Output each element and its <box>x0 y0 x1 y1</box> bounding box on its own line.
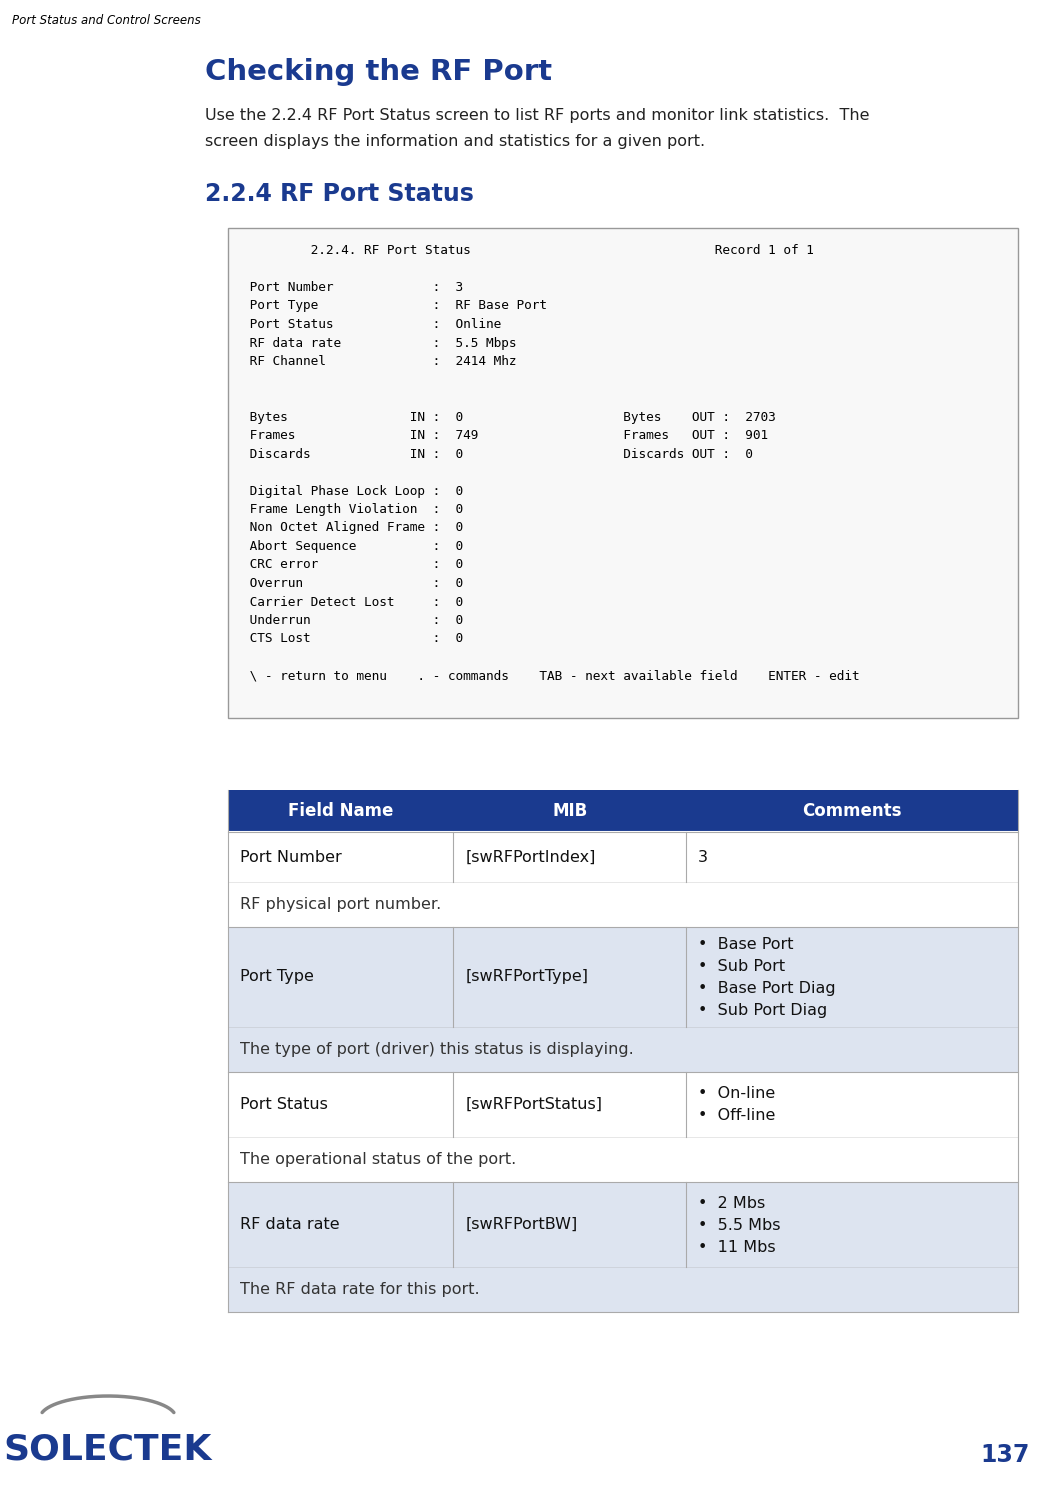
Text: •  Base Port Diag: • Base Port Diag <box>699 981 836 996</box>
Text: Port Number: Port Number <box>240 849 342 864</box>
Text: Field Name: Field Name <box>287 801 393 819</box>
Bar <box>228 228 1018 718</box>
Text: Frame Length Violation  :  0: Frame Length Violation : 0 <box>242 503 463 516</box>
Text: RF physical port number.: RF physical port number. <box>240 897 442 912</box>
Text: Frames               IN :  749                   Frames   OUT :  901: Frames IN : 749 Frames OUT : 901 <box>242 430 768 442</box>
Text: 3: 3 <box>699 849 708 864</box>
Bar <box>228 926 1018 1072</box>
Text: Overrun                 :  0: Overrun : 0 <box>242 577 463 590</box>
Text: •  On-line: • On-line <box>699 1087 775 1102</box>
Text: Comments: Comments <box>802 801 902 819</box>
Bar <box>228 833 1018 926</box>
Text: •  Base Port: • Base Port <box>699 937 794 952</box>
Text: Underrun                :  0: Underrun : 0 <box>242 614 463 628</box>
Text: •  Off-line: • Off-line <box>699 1108 775 1124</box>
Text: •  5.5 Mbs: • 5.5 Mbs <box>699 1218 780 1233</box>
Text: The type of port (driver) this status is displaying.: The type of port (driver) this status is… <box>240 1042 634 1057</box>
Text: Checking the RF Port: Checking the RF Port <box>205 58 552 86</box>
Text: Carrier Detect Lost     :  0: Carrier Detect Lost : 0 <box>242 595 463 608</box>
Text: Discards             IN :  0                     Discards OUT :  0: Discards IN : 0 Discards OUT : 0 <box>242 448 753 461</box>
Text: MIB: MIB <box>552 801 587 819</box>
Text: 137: 137 <box>981 1442 1030 1468</box>
Text: Port Type               :  RF Base Port: Port Type : RF Base Port <box>242 299 547 312</box>
Text: •  11 Mbs: • 11 Mbs <box>699 1240 776 1255</box>
Text: RF data rate: RF data rate <box>240 1216 340 1233</box>
Text: CTS Lost                :  0: CTS Lost : 0 <box>242 632 463 645</box>
Text: Non Octet Aligned Frame :  0: Non Octet Aligned Frame : 0 <box>242 522 463 534</box>
Text: RF data rate            :  5.5 Mbps: RF data rate : 5.5 Mbps <box>242 336 516 349</box>
Text: Port Status and Control Screens: Port Status and Control Screens <box>12 13 200 27</box>
Text: Port Status             :  Online: Port Status : Online <box>242 318 501 332</box>
Text: Abort Sequence          :  0: Abort Sequence : 0 <box>242 540 463 553</box>
Text: •  Sub Port: • Sub Port <box>699 959 786 974</box>
Text: Bytes                IN :  0                     Bytes    OUT :  2703: Bytes IN : 0 Bytes OUT : 2703 <box>242 410 776 424</box>
Text: •  Sub Port Diag: • Sub Port Diag <box>699 1004 828 1019</box>
Text: Port Number             :  3: Port Number : 3 <box>242 281 463 294</box>
Text: The operational status of the port.: The operational status of the port. <box>240 1152 516 1167</box>
Bar <box>228 1072 1018 1182</box>
Text: The RF data rate for this port.: The RF data rate for this port. <box>240 1282 479 1297</box>
Text: 2.2.4 RF Port Status: 2.2.4 RF Port Status <box>205 181 474 207</box>
Text: \ - return to menu    . - commands    TAB - next available field    ENTER - edit: \ - return to menu . - commands TAB - ne… <box>242 669 859 683</box>
Text: Port Status: Port Status <box>240 1097 328 1112</box>
Text: •  2 Mbs: • 2 Mbs <box>699 1196 766 1210</box>
Text: SOLECTEK: SOLECTEK <box>4 1433 212 1468</box>
Text: CRC error               :  0: CRC error : 0 <box>242 559 463 571</box>
Text: Use the 2.2.4 RF Port Status screen to list RF ports and monitor link statistics: Use the 2.2.4 RF Port Status screen to l… <box>205 109 870 123</box>
Bar <box>228 790 1018 833</box>
Text: Digital Phase Lock Loop :  0: Digital Phase Lock Loop : 0 <box>242 485 463 498</box>
Text: RF Channel              :  2414 Mhz: RF Channel : 2414 Mhz <box>242 355 524 367</box>
Bar <box>228 1182 1018 1312</box>
Text: [swRFPortType]: [swRFPortType] <box>465 970 588 984</box>
Text: [swRFPortIndex]: [swRFPortIndex] <box>465 849 596 864</box>
Text: [swRFPortBW]: [swRFPortBW] <box>465 1216 577 1233</box>
Text: 2.2.4. RF Port Status                                Record 1 of 1: 2.2.4. RF Port Status Record 1 of 1 <box>242 244 814 257</box>
Text: screen displays the information and statistics for a given port.: screen displays the information and stat… <box>205 134 705 149</box>
Text: [swRFPortStatus]: [swRFPortStatus] <box>465 1097 602 1112</box>
Text: Port Type: Port Type <box>240 970 314 984</box>
